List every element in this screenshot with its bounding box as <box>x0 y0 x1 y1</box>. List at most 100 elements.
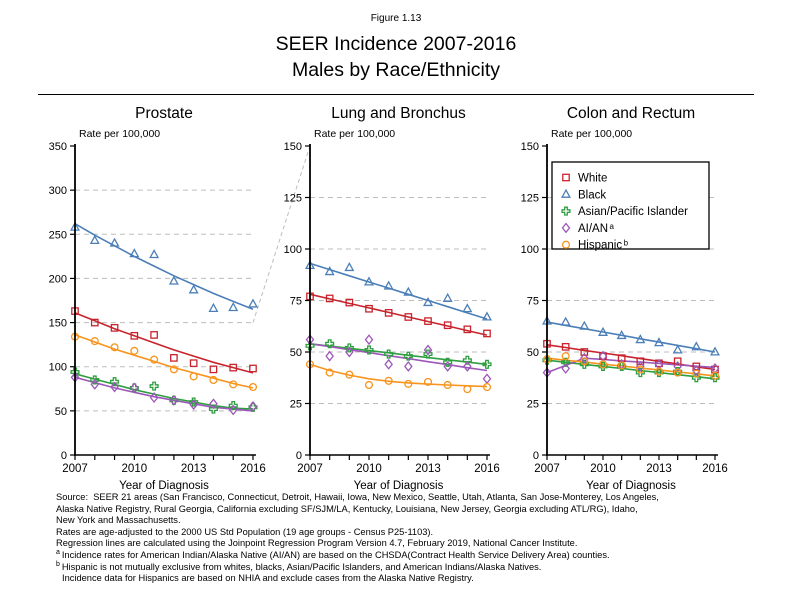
x-ticks-lung-and-bronchus: 2007 2010 2013 2016 <box>297 455 500 475</box>
y-ticks-prostate: 350 300 250 200 150 100 50 0 <box>49 141 75 462</box>
footnote-line: Source: SEER 21 areas (San Francisco, Co… <box>56 492 659 502</box>
x-tick-label: 2016 <box>240 463 266 475</box>
trend-prostate-black <box>74 223 254 311</box>
y-tick-label: 0 <box>533 450 539 462</box>
x-ticks-prostate: 2007 2010 2013 2016 <box>62 455 266 475</box>
footnote-line: Incidence data for Hispanics are based o… <box>62 573 474 584</box>
y-tick-label: 100 <box>49 362 67 374</box>
y-tick-label: 250 <box>49 229 67 241</box>
legend-label-aian: AI/AN a <box>578 222 615 235</box>
y-tick-label: 100 <box>521 244 539 256</box>
legend-label-api: Asian/Pacific Islander <box>578 206 688 218</box>
footnote-line: Regression lines are calculated using th… <box>56 538 578 549</box>
y-tick-label: 75 <box>527 296 539 308</box>
x-tick-label: 2013 <box>646 463 672 475</box>
x-tick-label: 2013 <box>415 463 441 475</box>
legend-label-white: White <box>578 173 607 185</box>
title-line-1: SEER Incidence 2007-2016 <box>275 33 517 55</box>
x-tick-label: 2016 <box>702 463 728 475</box>
footnote-line: New York and Massachusetts. <box>56 515 181 526</box>
legend-item-hispanic: Hispanic b <box>561 239 629 252</box>
scale-connector-line <box>252 145 311 323</box>
trend-prostate-api <box>74 373 254 410</box>
footnote-line: Alaska Native Registry, Rural Georgia, C… <box>56 503 638 514</box>
footnote-marker: b <box>56 560 62 568</box>
legend-box <box>551 161 710 250</box>
series-prostate-hispanic <box>70 332 258 392</box>
x-axis-title-prostate: Year of Diagnosis <box>119 480 209 492</box>
x-tick-label: 2016 <box>474 463 500 475</box>
y-tick-label: 125 <box>521 193 539 205</box>
panel-title-colon-and-rectum: Colon and Rectum <box>567 105 695 122</box>
trend-prostate-hispanic <box>74 334 254 389</box>
legend-label-black: Black <box>578 189 606 201</box>
trend-lung-and-bronchus-black <box>309 262 488 320</box>
trend-colon-and-rectum-hispanic <box>546 357 716 377</box>
x-tick-label: 2010 <box>356 463 382 475</box>
x-tick-label: 2007 <box>297 463 323 475</box>
series-colon-and-rectum-hispanic <box>542 352 720 380</box>
series-lung-and-bronchus-hispanic <box>305 360 492 394</box>
trend-prostate-aian <box>74 376 254 412</box>
footnotes: Source: SEER 21 areas (San Francisco, Co… <box>56 492 776 585</box>
panel-title-prostate: Prostate <box>135 105 193 122</box>
title-divider <box>38 94 754 95</box>
footnote-line: b Hispanic is not mutually exclusive fro… <box>56 560 542 572</box>
series-prostate-api <box>70 367 258 414</box>
x-tick-label: 2007 <box>62 463 88 475</box>
figure-number: Figure 1.13 <box>370 13 422 24</box>
y-tick-label: 300 <box>49 185 67 197</box>
y-tick-label: 350 <box>49 141 67 153</box>
y-ticks-colon-and-rectum: 150 125 100 75 50 25 0 <box>521 141 547 462</box>
y-tick-label: 150 <box>49 318 67 330</box>
footnote-line: Rates are age-adjusted to the 2000 US St… <box>56 526 434 537</box>
trend-lung-and-bronchus-api <box>309 343 488 366</box>
y-axis-title-lung-and-bronchus: Rate per 100,000 <box>314 128 395 140</box>
series-prostate-white <box>71 307 257 374</box>
y-tick-label: 75 <box>290 296 302 308</box>
y-ticks-lung-and-bronchus: 150 125 100 75 50 25 0 <box>284 141 310 462</box>
y-tick-label: 125 <box>284 193 302 205</box>
y-tick-label: 25 <box>290 399 302 411</box>
trend-lung-and-bronchus-aian <box>309 343 488 372</box>
footnote-marker: a <box>56 548 62 556</box>
trend-lung-and-bronchus-hispanic <box>309 363 488 388</box>
legend-item-black: Black <box>561 188 606 201</box>
x-tick-label: 2013 <box>181 463 207 475</box>
panel-title-lung-and-bronchus: Lung and Bronchus <box>331 105 466 122</box>
legend-item-aian: AI/AN a <box>561 222 615 235</box>
page-title: SEER Incidence 2007-2016 Males by Race/E… <box>0 31 792 83</box>
y-tick-label: 150 <box>521 141 539 153</box>
legend-item-api: Asian/Pacific Islander <box>561 206 688 218</box>
trend-colon-and-rectum-black <box>546 321 716 353</box>
y-tick-label: 50 <box>55 406 67 418</box>
y-tick-label: 200 <box>49 273 67 285</box>
series-prostate-aian <box>70 371 258 416</box>
y-axis-title-colon-and-rectum: Rate per 100,000 <box>551 128 632 140</box>
footnote-line: a Incidence rates for American Indian/Al… <box>56 548 610 560</box>
series-lung-and-bronchus-api <box>305 339 492 369</box>
y-tick-label: 0 <box>61 450 67 462</box>
trend-colon-and-rectum-api <box>546 359 716 380</box>
x-axis-title-lung-and-bronchus: Year of Diagnosis <box>354 480 444 492</box>
y-tick-label: 100 <box>284 244 302 256</box>
legend-label-hispanic: Hispanic b <box>578 239 629 252</box>
legend: White Black Asian/Pacific Islander AI/AN a Hi… <box>551 161 710 252</box>
y-tick-label: 50 <box>527 347 539 359</box>
x-tick-label: 2007 <box>534 463 560 475</box>
title-line-2: Males by Race/Ethnicity <box>291 59 501 81</box>
y-axis-title-prostate: Rate per 100,000 <box>79 128 160 140</box>
x-tick-label: 2010 <box>122 463 148 475</box>
series-prostate-black <box>70 221 258 312</box>
y-tick-label: 25 <box>527 399 539 411</box>
x-tick-label: 2010 <box>590 463 616 475</box>
series-colon-and-rectum-black <box>542 315 720 356</box>
x-axis-title-colon-and-rectum: Year of Diagnosis <box>586 480 676 492</box>
legend-item-white: White <box>562 173 607 185</box>
y-tick-label: 0 <box>296 450 302 462</box>
